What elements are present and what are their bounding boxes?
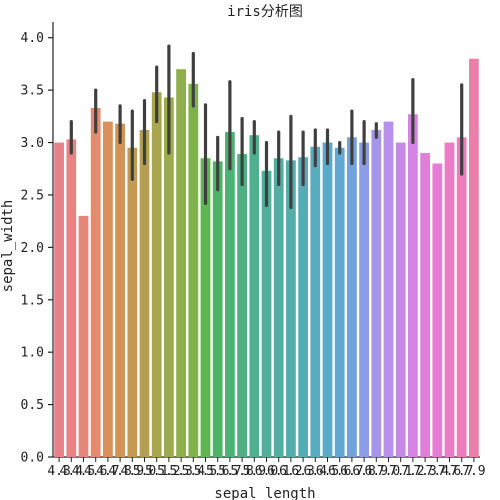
x-tick-label: 6.4 [304, 464, 328, 479]
bar-5.1 [151, 92, 162, 457]
x-tick-label: 6.3 [291, 464, 314, 479]
x-tick-label: 6.6 [328, 464, 351, 479]
bar-6.5 [322, 142, 333, 457]
x-tick-label: 5.0 [133, 464, 156, 479]
bar-5.7 [225, 132, 235, 457]
x-tick-label: 6.1 [267, 464, 290, 479]
y-axis: 0.0 0.5 1.0 1.5 2.0 2.5 3.0 3.5 4.0 [21, 22, 54, 466]
x-tick-label: 7.4 [426, 464, 450, 479]
bar-6.1 [273, 158, 284, 457]
bar-7.9 [469, 58, 479, 458]
x-tick-label: 4.4 [60, 464, 84, 479]
chart-title: iris分析图 [227, 4, 303, 20]
x-tick-label: 6.0 [255, 464, 278, 479]
x-tick-label: 4.9 [121, 464, 144, 479]
bars [54, 58, 479, 458]
x-tick-label: 7.2 [401, 464, 424, 479]
bar-6.7 [347, 137, 357, 457]
x-tick-label: 5.3 [169, 464, 192, 479]
bar-6.2 [286, 160, 296, 457]
x-tick-label: 5.7 [218, 464, 241, 479]
bar-5.0 [139, 129, 150, 457]
bar-4.9 [127, 147, 138, 457]
x-tick-label: 5.2 [157, 464, 180, 479]
bar-4.5 [78, 215, 89, 457]
bar-5.3 [176, 69, 186, 458]
bar-5.8 [237, 154, 247, 457]
bar-7.1 [395, 142, 406, 457]
bar-6.0 [261, 170, 272, 457]
x-tick-label: 7.7 [450, 464, 473, 479]
x-tick-label: 4.7 [96, 464, 119, 479]
x-tick-label: 6.8 [352, 464, 375, 479]
bar-4.7 [103, 121, 113, 458]
x-tick-label: 5.9 [243, 464, 266, 479]
x-tick-label: 6.5 [316, 464, 339, 479]
bar-5.5 [200, 158, 211, 457]
bar-7.2 [408, 114, 418, 457]
x-tick-label: 6.2 [279, 464, 302, 479]
bar-4.6 [90, 107, 101, 457]
bar-4.3 [54, 142, 64, 457]
x-axis: 4.34.44.54.64.74.84.95.05.15.25.35.45.55… [47, 456, 486, 479]
bar-7.7 [456, 137, 467, 457]
x-tick-label: 5.1 [145, 464, 168, 479]
bar-7.3 [420, 153, 430, 457]
bar-6.3 [298, 157, 308, 458]
x-tick-label: 6.7 [340, 464, 363, 479]
y-tick-label: 1.0 [21, 346, 44, 361]
y-tick-label: 0.5 [21, 398, 44, 413]
bar-5.9 [249, 135, 260, 457]
x-tick-label: 7.6 [438, 464, 461, 479]
bar-5.2 [164, 97, 174, 457]
y-tick-label: 3.5 [21, 84, 44, 99]
y-tick-label: 2.0 [21, 241, 44, 256]
error-bars [69, 44, 464, 210]
bar-7.4 [432, 163, 443, 457]
x-tick-label: 7.1 [389, 464, 412, 479]
x-tick-label: 6.9 [365, 464, 388, 479]
bar-4.4 [66, 139, 77, 457]
x-axis-label: sepal_length [214, 486, 315, 500]
bar-5.4 [188, 83, 199, 457]
bar-7.6 [444, 142, 455, 457]
x-tick-label: 7.0 [377, 464, 400, 479]
x-tick-label: 5.4 [182, 464, 206, 479]
x-tick-label: 4.5 [72, 464, 95, 479]
bar-6.8 [359, 142, 369, 457]
x-tick-label: 4.6 [84, 464, 107, 479]
y-tick-label: 4.0 [21, 31, 44, 46]
x-tick-label: 4.8 [108, 464, 131, 479]
y-tick-label: 1.5 [21, 293, 44, 308]
x-tick-label: 5.8 [230, 464, 253, 479]
x-tick-label: 7.9 [462, 464, 485, 479]
bar-7.0 [383, 121, 394, 458]
y-tick-label: 2.5 [21, 188, 44, 203]
x-tick-label: 7.3 [413, 464, 436, 479]
x-tick-label: 4.3 [47, 464, 70, 479]
y-tick-label: 3.0 [21, 136, 44, 151]
bar-6.6 [334, 147, 345, 457]
bar-5.6 [212, 161, 223, 457]
y-tick-label: 0.0 [21, 451, 44, 466]
x-tick-label: 5.6 [206, 464, 229, 479]
bar-4.8 [115, 123, 125, 458]
x-tick-label: 5.5 [194, 464, 217, 479]
y-axis-label: sepal_width [0, 200, 16, 293]
bar-6.4 [310, 146, 321, 458]
bar-6.9 [371, 129, 382, 457]
